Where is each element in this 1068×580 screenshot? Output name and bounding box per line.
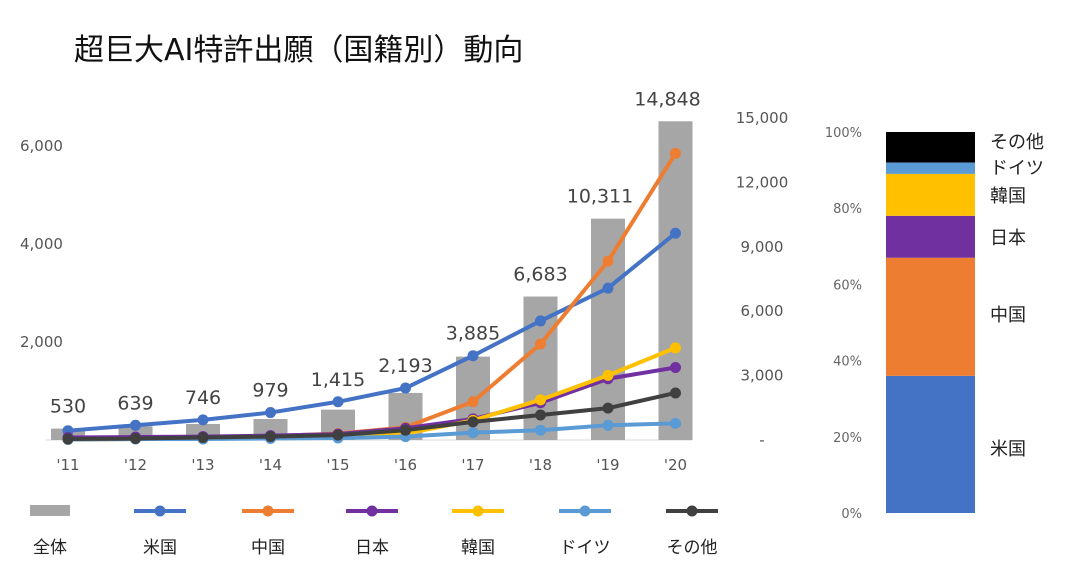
right-axis-tick-label: 6,000: [741, 302, 784, 320]
x-axis-tick-label: '15: [326, 456, 349, 474]
series-point: [602, 419, 614, 431]
bar-total-label: 979: [252, 380, 288, 402]
share-axis-tick-label: 40%: [833, 355, 862, 370]
series-point: [467, 396, 479, 408]
x-axis-tick-label: '13: [191, 456, 214, 474]
series-point: [602, 282, 614, 294]
series-point: [535, 424, 546, 436]
bar-total-label: 14,848: [634, 88, 700, 110]
share-axis-tick-label: 0%: [841, 507, 862, 522]
right-axis-tick-label: -: [759, 431, 764, 449]
series-point: [467, 416, 479, 428]
legend-swatch-marker: [686, 505, 698, 517]
x-axis-tick-label: '17: [461, 456, 484, 474]
x-axis-tick-label: '16: [394, 456, 417, 474]
series-point: [467, 350, 479, 362]
series-point: [670, 147, 681, 159]
share-segment-label: 米国: [990, 439, 1026, 460]
left-axis-tick-label: 2,000: [20, 333, 63, 351]
share-segment: [886, 173, 975, 216]
share-segment-label: ドイツ: [990, 158, 1044, 179]
legend-swatch-marker: [366, 505, 378, 517]
right-axis-tick-label: 12,000: [736, 173, 789, 191]
x-axis-tick-label: '12: [124, 456, 147, 474]
legend-swatch-bar: [30, 505, 70, 516]
bar-total-label: 530: [50, 396, 86, 418]
series-point: [535, 338, 546, 350]
series-point: [400, 424, 411, 436]
series-point: [602, 255, 614, 267]
legend-label: ドイツ: [560, 538, 611, 558]
series-point: [400, 382, 411, 394]
share-segment: [886, 162, 975, 174]
series-point: [197, 432, 209, 444]
series-point: [535, 315, 546, 327]
series-point: [332, 396, 344, 408]
series-point: [670, 361, 681, 373]
share-axis-tick-label: 60%: [833, 278, 862, 293]
series-point: [670, 417, 681, 429]
legend-label: 中国: [251, 538, 285, 558]
share-axis-tick-label: 80%: [833, 202, 862, 217]
left-axis-tick-label: 4,000: [20, 235, 63, 253]
page-title: 超巨大AI特許出願（国籍別）動向: [74, 33, 523, 68]
legend-label: 全体: [33, 538, 67, 558]
share-segment-label: 中国: [990, 305, 1026, 326]
series-point: [130, 433, 141, 445]
bar-total-label: 2,193: [378, 355, 432, 377]
share-segment: [886, 257, 975, 376]
right-axis-tick-label: 9,000: [741, 238, 784, 256]
bar-total-label: 746: [185, 387, 221, 409]
share-axis-tick-label: 100%: [825, 126, 862, 141]
legend: 全体 米国 中国 日本 韓国 ドイツ その他: [30, 505, 718, 558]
bar-total-label: 3,885: [446, 323, 500, 345]
series-point: [602, 369, 614, 381]
right-axis-tick-label: 3,000: [741, 367, 784, 385]
bar-total-label: 6,683: [513, 264, 567, 286]
bar-total-label: 639: [117, 392, 153, 414]
legend-label: 韓国: [461, 538, 495, 558]
share-segment: [886, 215, 975, 258]
series-line: [66, 390, 678, 442]
x-axis-tick-label: '19: [596, 456, 619, 474]
right-axis-tick-label: 15,000: [736, 109, 789, 127]
legend-swatch-marker: [579, 505, 591, 517]
main-chart: 2,000 4,000 6,000 - 3,000 6,000 9,000 12,000 15,…: [20, 88, 788, 474]
legend-swatch-marker: [262, 505, 274, 517]
bar-total-label: 10,311: [567, 186, 633, 208]
series-point: [265, 407, 276, 419]
share-segment-label: 韓国: [990, 186, 1026, 207]
series-point: [197, 414, 209, 426]
legend-label: 米国: [143, 538, 177, 558]
series-point: [535, 409, 546, 421]
series-point: [602, 402, 614, 414]
series-point: [62, 433, 74, 445]
x-axis-tick-label: '11: [56, 456, 79, 474]
left-axis-tick-label: 6,000: [20, 137, 63, 155]
share-axis-tick-label: 20%: [833, 431, 862, 446]
series-point: [265, 431, 276, 443]
share-segment: [886, 132, 975, 163]
series-line: [66, 231, 678, 433]
share-segment-label: その他: [990, 132, 1044, 153]
series-point: [467, 427, 479, 439]
series-point: [535, 394, 546, 406]
share-chart: 0% 20% 40% 60% 80% 100% 米国 中国 日本 韓国 ドイツ その他: [825, 126, 1044, 522]
legend-label: その他: [667, 538, 718, 558]
x-axis-tick-label: '18: [529, 456, 552, 474]
x-axis-tick-label: '20: [664, 456, 687, 474]
legend-swatch-marker: [154, 505, 166, 517]
x-axis-tick-label: '14: [259, 456, 282, 474]
series-point: [130, 419, 141, 431]
series-point: [670, 342, 681, 354]
series-point: [670, 387, 681, 399]
legend-swatch-marker: [472, 505, 484, 517]
share-segment: [886, 375, 975, 513]
series-point: [332, 429, 344, 441]
legend-label: 日本: [355, 538, 389, 558]
series-point: [670, 227, 681, 239]
bar-total-label: 1,415: [311, 369, 365, 391]
share-segment-label: 日本: [990, 228, 1026, 249]
